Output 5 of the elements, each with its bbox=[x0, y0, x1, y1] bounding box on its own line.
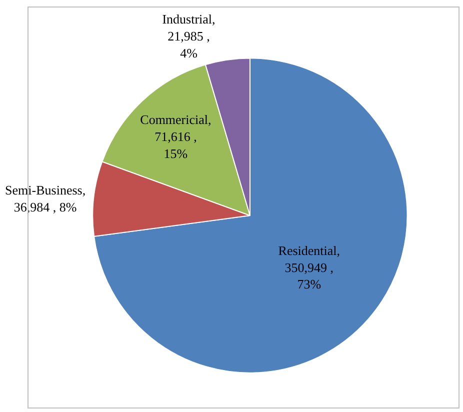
pie-slice bbox=[94, 58, 408, 374]
slice-label: Industrial, 21,985 , 4% bbox=[162, 12, 216, 60]
slice-label: Residential, 350,949 , 73% bbox=[278, 242, 340, 292]
slice-label: Semi-Business, 36,984 , 8% bbox=[5, 182, 86, 214]
slice-label: Commericial, 71,616 , 15% bbox=[140, 112, 212, 161]
